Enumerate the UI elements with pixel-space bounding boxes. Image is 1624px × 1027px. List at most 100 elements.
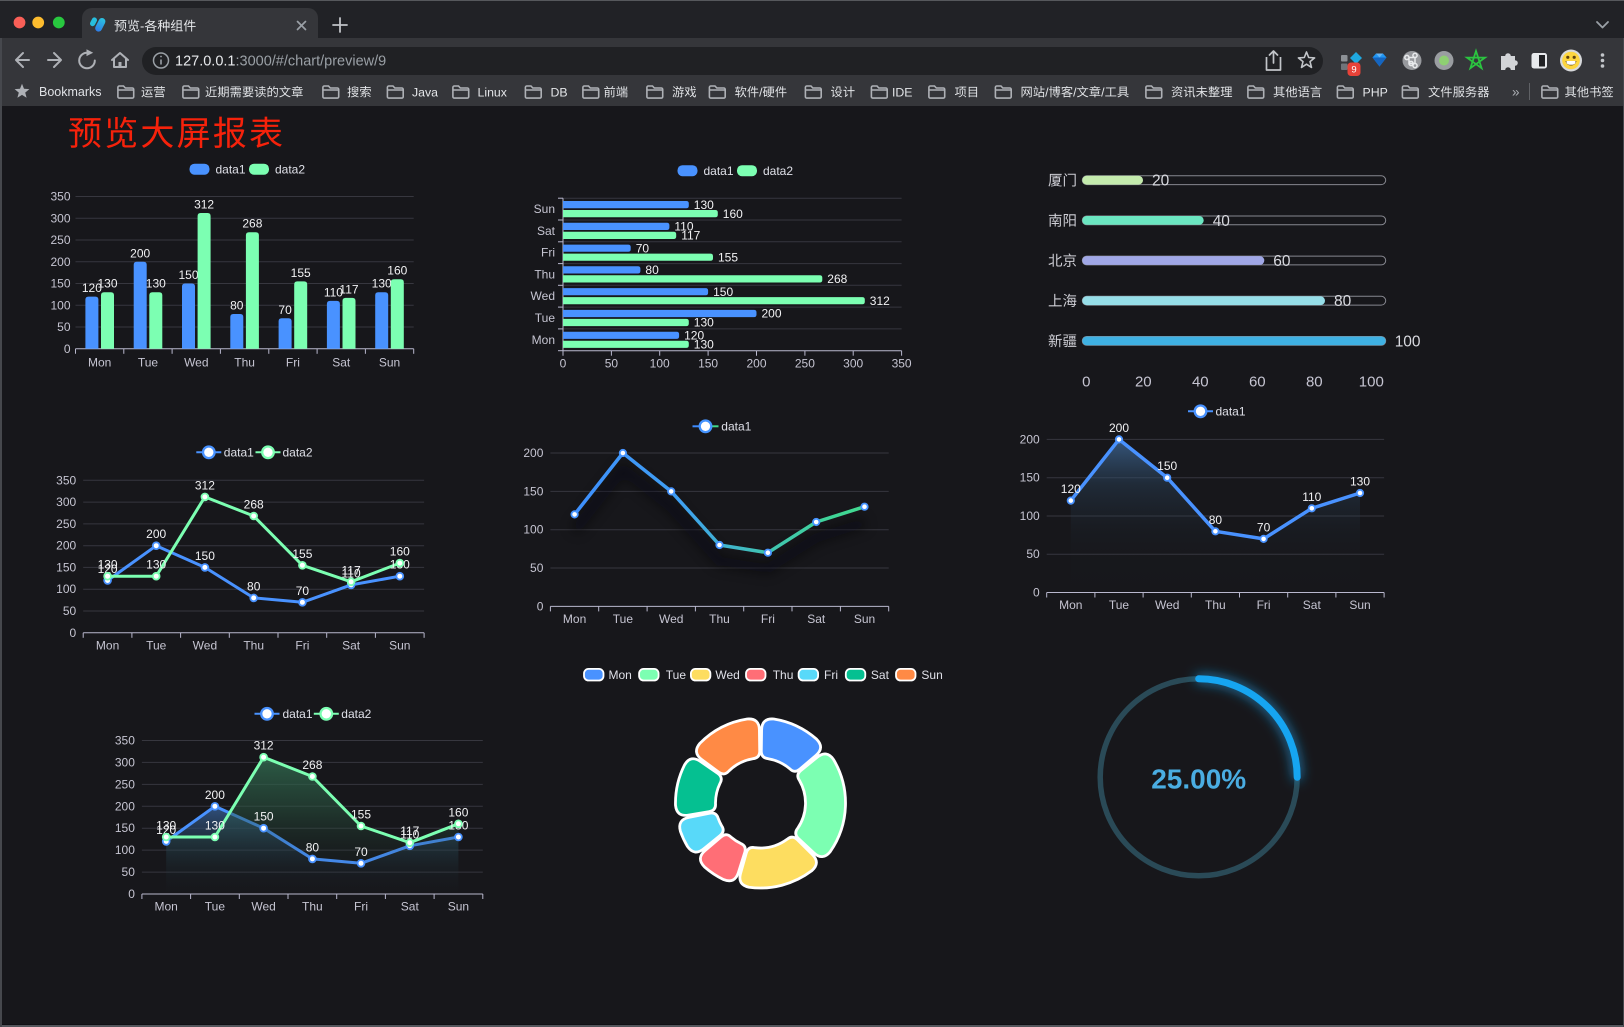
svg-text:Sun: Sun [1349,598,1370,612]
svg-text:Tue: Tue [613,612,634,626]
svg-text:Mon: Mon [609,668,632,682]
svg-text:150: 150 [115,821,135,835]
svg-text:PHP: PHP [1363,85,1388,99]
svg-text:Sat: Sat [342,638,361,652]
svg-text:80: 80 [1306,374,1323,391]
svg-text:Fri: Fri [1257,598,1271,612]
svg-text:110: 110 [674,220,693,234]
svg-text:data1: data1 [216,163,246,177]
svg-text:150: 150 [713,285,733,299]
svg-text:Fri: Fri [824,668,838,682]
svg-text:data1: data1 [704,164,734,178]
svg-text:100: 100 [1020,509,1040,523]
svg-text:Sun: Sun [854,612,875,626]
svg-text:Tue: Tue [666,668,687,682]
svg-text:0: 0 [128,887,135,901]
svg-text:80: 80 [230,299,244,313]
svg-text:40: 40 [1213,213,1231,230]
svg-text:300: 300 [115,755,135,769]
svg-text:60: 60 [1249,374,1266,391]
svg-text:50: 50 [63,604,77,618]
svg-text:312: 312 [870,294,890,308]
svg-text:80: 80 [645,263,659,277]
svg-text:Tue: Tue [535,311,556,325]
svg-text:200: 200 [762,307,782,321]
svg-text:100: 100 [1359,374,1384,391]
svg-text:Thu: Thu [1205,598,1226,612]
svg-text:Sat: Sat [332,355,351,369]
svg-text:50: 50 [530,561,544,575]
svg-text:70: 70 [296,584,310,598]
svg-text:Wed: Wed [531,289,555,303]
svg-text:/: / [1073,85,1077,99]
svg-text:200: 200 [1020,432,1040,446]
svg-text:250: 250 [795,357,815,371]
svg-text:Sun: Sun [389,638,410,652]
svg-text:200: 200 [746,357,766,371]
svg-text:50: 50 [57,320,71,334]
svg-text:Wed: Wed [659,612,683,626]
svg-text:100: 100 [650,357,670,371]
svg-text:data2: data2 [341,707,371,721]
svg-text:0: 0 [1033,586,1040,600]
svg-text:Wed: Wed [715,668,739,682]
svg-text:160: 160 [448,805,468,819]
svg-text:250: 250 [50,233,70,247]
svg-text:155: 155 [718,250,738,264]
svg-text:Thu: Thu [234,355,255,369]
svg-text:150: 150 [698,357,718,371]
svg-text:150: 150 [178,268,198,282]
svg-text:25.00%: 25.00% [1151,763,1246,794]
svg-text:20: 20 [1152,173,1170,190]
svg-text:Sun: Sun [448,900,469,914]
svg-text:Fri: Fri [354,900,368,914]
svg-text:130: 130 [98,558,118,572]
svg-text:data1: data1 [1216,405,1246,419]
svg-text:Thu: Thu [302,900,323,914]
svg-text:DB: DB [551,85,568,99]
svg-text:350: 350 [56,473,76,487]
svg-text:Mon: Mon [532,333,555,347]
svg-text:312: 312 [195,478,215,492]
svg-text:Java: Java [412,85,438,99]
svg-text:0: 0 [537,599,544,613]
svg-text:80: 80 [247,579,261,593]
svg-text:130: 130 [156,819,176,833]
svg-text:-: - [140,19,144,34]
svg-text:268: 268 [244,498,264,512]
svg-text:Sun: Sun [921,668,942,682]
svg-text:100: 100 [50,298,70,312]
svg-text:200: 200 [50,255,70,269]
svg-text:Wed: Wed [193,638,217,652]
svg-text:Sat: Sat [871,668,890,682]
svg-text:130: 130 [694,316,714,330]
svg-text:0: 0 [64,342,71,356]
svg-text:268: 268 [827,272,847,286]
svg-text:350: 350 [115,734,135,748]
svg-text:130: 130 [694,198,714,212]
svg-text:/: / [1101,85,1105,99]
svg-text:Mon: Mon [155,900,178,914]
svg-text:80: 80 [1209,513,1223,527]
svg-text:70: 70 [1257,520,1271,534]
svg-text:100: 100 [56,582,76,596]
svg-text:117: 117 [339,282,358,296]
svg-text:Thu: Thu [709,612,730,626]
svg-text:data2: data2 [763,164,793,178]
svg-text:Thu: Thu [773,668,794,682]
svg-text:IDE: IDE [892,85,913,99]
svg-text:Mon: Mon [88,355,111,369]
svg-text:Sat: Sat [537,224,556,238]
svg-text:Sat: Sat [807,612,826,626]
svg-text:Sun: Sun [379,355,400,369]
svg-text:0: 0 [1082,374,1090,391]
svg-text:Fri: Fri [761,612,775,626]
svg-text:150: 150 [50,277,70,291]
svg-text:Thu: Thu [243,638,264,652]
svg-text:150: 150 [56,560,76,574]
svg-text:Sat: Sat [1303,598,1322,612]
svg-text:Wed: Wed [184,355,208,369]
svg-text:100: 100 [1395,333,1421,350]
svg-text:»: » [1512,85,1520,100]
svg-text:120: 120 [1061,482,1081,496]
